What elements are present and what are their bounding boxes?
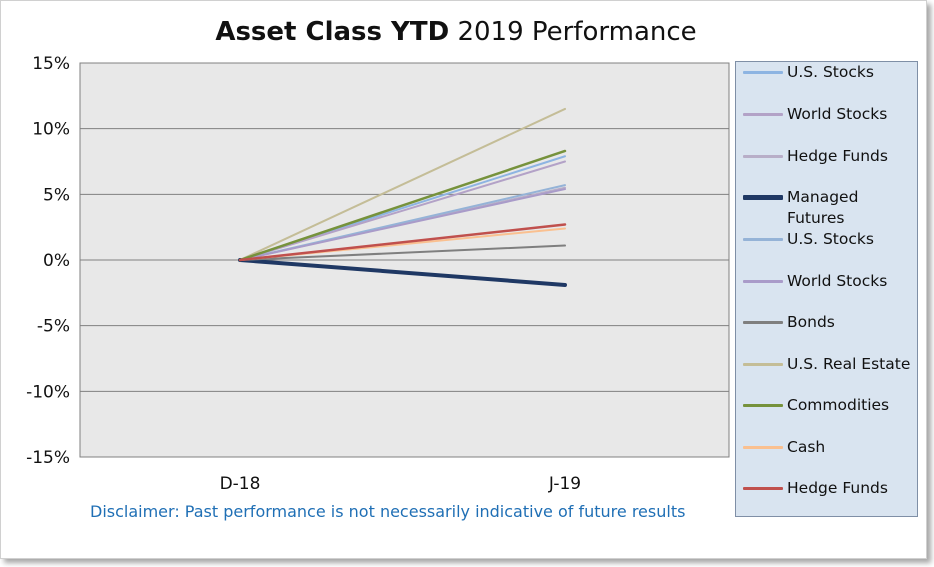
legend-label: Cash: [787, 438, 826, 456]
legend-swatch: [743, 279, 783, 283]
y-tick-label: 15%: [32, 54, 70, 74]
series-line: [239, 107, 566, 261]
x-tick-label: J-19: [548, 474, 581, 494]
chart-frame: Asset Class YTD 2019 Performance 15% 10% 5…: [0, 0, 927, 559]
y-tick-label: 0%: [43, 251, 70, 271]
legend-label: U.S. Real Estate: [787, 355, 911, 373]
chart-plot: 15% 10% 5% 0% -5% -10% -15% D-18 J-19: [26, 54, 730, 494]
series-line: [239, 244, 566, 261]
y-tick-label: -5%: [37, 317, 70, 337]
legend-label: Bonds: [787, 313, 835, 331]
legend-swatch: [743, 362, 783, 366]
legend-swatch: [743, 445, 783, 449]
series-line: [238, 223, 567, 262]
y-tick-label: 5%: [43, 185, 70, 205]
legend-label: World Stocks: [787, 105, 888, 123]
chart-legend: U.S. Stocks World Stocks Hedge Funds Manage…: [735, 61, 918, 517]
legend-swatch: [743, 403, 783, 407]
y-tick-label: -15%: [26, 448, 70, 468]
legend-swatch: [743, 237, 783, 241]
legend-swatch: [743, 70, 783, 74]
legend-label: Hedge Funds: [787, 479, 888, 497]
legend-swatch: [743, 194, 783, 200]
series-line: [239, 160, 566, 261]
chart-title-bold: Asset Class YTD: [215, 17, 450, 47]
disclaimer-text: Disclaimer: Past performance is not nece…: [90, 502, 686, 521]
chart-title-rest: 2019 Performance: [457, 17, 697, 47]
legend-label: Hedge Funds: [787, 147, 888, 165]
legend-label: World Stocks: [787, 272, 888, 290]
series-line: [238, 258, 567, 287]
legend-label: Commodities: [787, 396, 890, 414]
legend-swatch: [743, 112, 783, 116]
series-line: [239, 188, 566, 261]
y-tick-label: -10%: [26, 382, 70, 402]
legend-label: U.S. Stocks: [787, 230, 874, 248]
x-tick-label: D-18: [220, 474, 261, 494]
series-line: [238, 149, 567, 262]
y-tick-label: 10%: [32, 120, 70, 140]
legend-swatch: [743, 486, 783, 490]
legend-swatch: [743, 320, 783, 324]
chart-title: Asset Class YTD 2019 Performance: [1, 17, 911, 47]
legend-label: U.S. Stocks: [787, 63, 874, 81]
legend-swatch: [743, 154, 783, 158]
legend-label: Managed Futures: [787, 188, 859, 227]
